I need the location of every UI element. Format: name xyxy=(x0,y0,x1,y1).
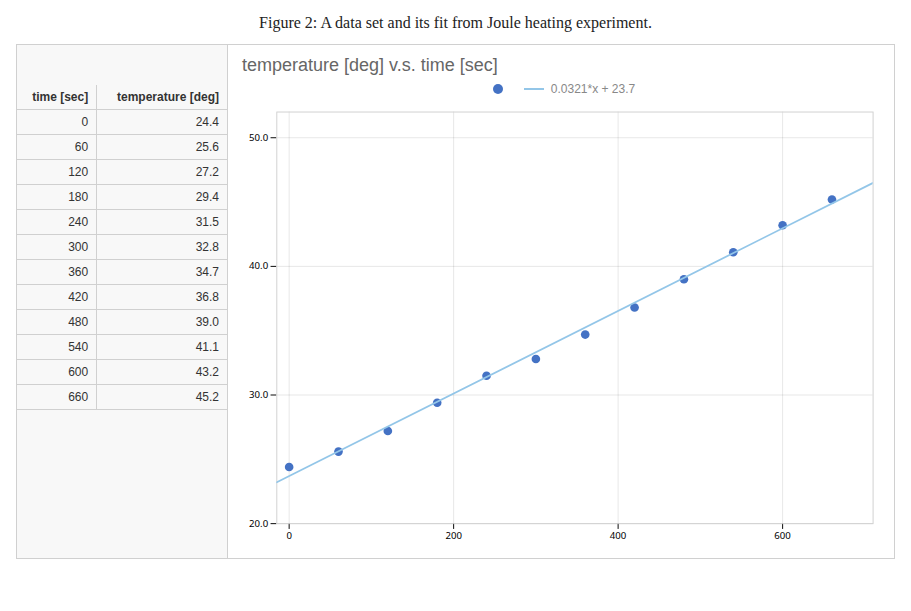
html-text:240: 240 xyxy=(68,215,89,229)
html-text:360: 360 xyxy=(68,265,89,279)
html-text:34.7: 34.7 xyxy=(195,265,219,279)
html-text:36.8: 36.8 xyxy=(195,290,219,304)
html-text:43.2: 43.2 xyxy=(195,365,219,379)
html-text:temperature [deg]: temperature [deg] xyxy=(117,90,219,104)
html-text:39.0: 39.0 xyxy=(195,315,219,329)
html-text:31.5: 31.5 xyxy=(195,215,219,229)
html-text:0.0321*x + 23.7: 0.0321*x + 23.7 xyxy=(550,82,636,96)
html-text:600: 600 xyxy=(68,365,89,379)
html-text:120: 120 xyxy=(68,165,89,179)
html-text:180: 180 xyxy=(68,190,89,204)
html-text:24.4: 24.4 xyxy=(195,115,219,129)
svg-text:40.0: 40.0 xyxy=(249,259,269,272)
svg-text:600: 600 xyxy=(774,529,791,542)
svg-text:400: 400 xyxy=(610,529,627,542)
html-text:27.2: 27.2 xyxy=(195,165,219,179)
html-text:time [sec]: time [sec] xyxy=(32,90,89,104)
html-text:420: 420 xyxy=(68,290,89,304)
html-text:temperature [deg] v.s. time [s: temperature [deg] v.s. time [sec] xyxy=(242,55,498,75)
html-text:Figure 2: A data set and its f: Figure 2: A data set and its fit from Jo… xyxy=(259,14,652,31)
html-text:29.4: 29.4 xyxy=(195,190,219,204)
html-text:41.1: 41.1 xyxy=(195,340,219,354)
html-text:45.2: 45.2 xyxy=(195,390,219,404)
html-text:480: 480 xyxy=(68,315,89,329)
html-text:660: 660 xyxy=(68,390,89,404)
html-text:540: 540 xyxy=(68,340,89,354)
svg-text:200: 200 xyxy=(445,529,462,542)
html-text:0: 0 xyxy=(81,115,89,129)
html-text:60: 60 xyxy=(74,140,89,154)
html-text:25.6: 25.6 xyxy=(195,140,219,154)
svg-text:30.0: 30.0 xyxy=(249,388,269,401)
svg-text:0: 0 xyxy=(286,529,292,542)
html-text:32.8: 32.8 xyxy=(195,240,219,254)
html-text:300: 300 xyxy=(68,240,89,254)
svg-text:20.0: 20.0 xyxy=(249,517,269,530)
svg-text:50.0: 50.0 xyxy=(249,131,269,144)
